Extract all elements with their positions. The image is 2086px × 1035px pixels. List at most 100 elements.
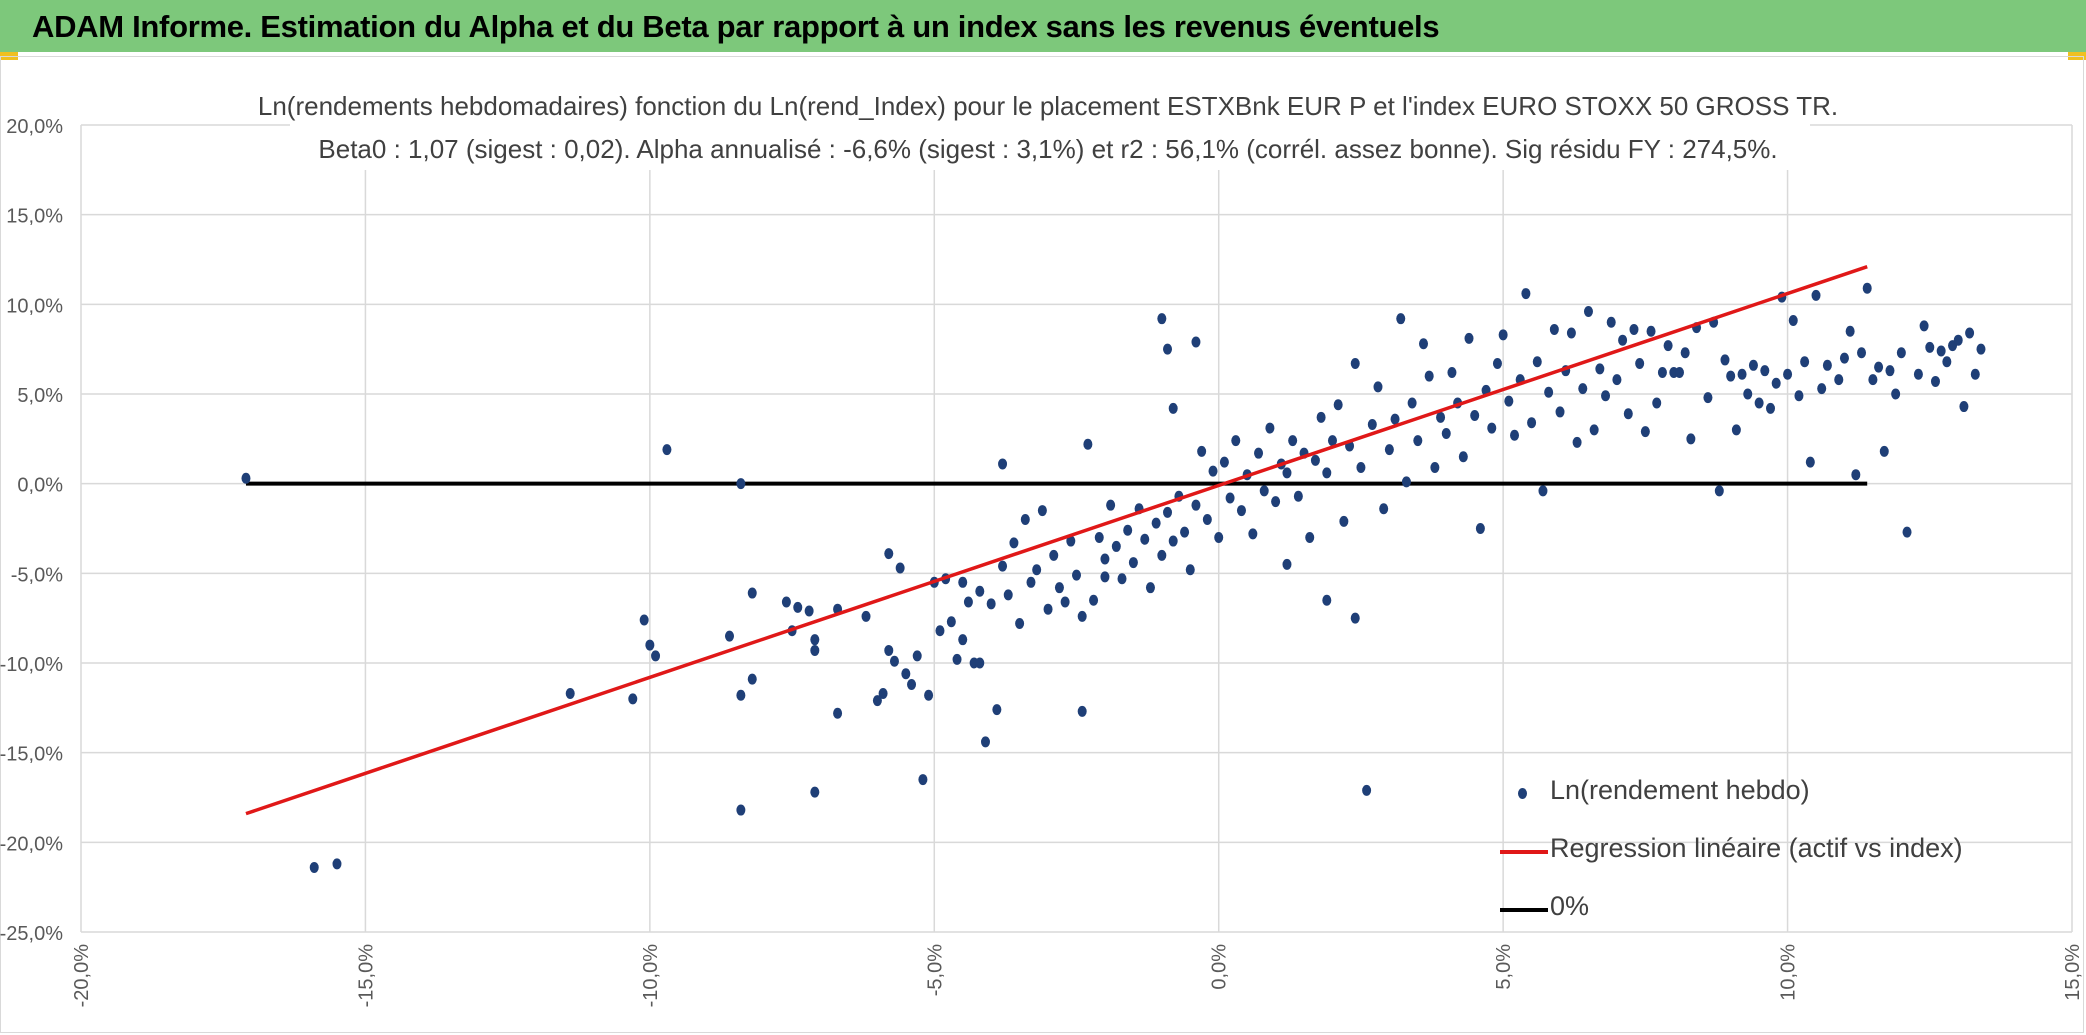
data-point [946,616,956,628]
data-point [1396,313,1406,325]
data-point [1498,329,1508,341]
data-point [1538,485,1548,497]
data-point [1942,356,1952,368]
data-point [1601,390,1611,402]
data-point [980,736,990,748]
data-point [639,614,649,626]
data-point [1236,505,1246,517]
data-point [724,630,734,642]
data-point [1401,476,1411,488]
report-title: ADAM Informe. Estimation du Alpha et du … [32,9,1440,44]
data-point [565,687,575,699]
data-point [1959,401,1969,413]
data-point [662,444,672,456]
data-point [1635,358,1645,370]
data-point [1629,323,1639,335]
data-point [1549,323,1559,335]
data-point [1191,499,1201,511]
chart-title: Ln(rendements hebdomadaires) fonction du… [258,91,1838,121]
data-point [1652,397,1662,409]
data-point [1783,368,1793,380]
data-point [1163,506,1173,518]
data-point [1504,395,1514,407]
x-tick-label: 15,0% [2062,944,2084,1001]
chart-subtitle: Beta0 : 1,07 (sigest : 0,02). Alpha annu… [318,134,1777,164]
data-point [1532,356,1542,368]
data-point [1379,503,1389,515]
data-point [986,598,996,610]
data-point [1527,417,1537,429]
data-point [1066,535,1076,547]
y-tick-label: 0,0% [17,475,63,497]
data-point [1731,424,1741,436]
data-point [952,653,962,665]
data-point [912,650,922,662]
data-point [1720,354,1730,366]
data-point [651,650,661,662]
data-point [901,668,911,680]
data-point [1390,413,1400,425]
data-point [1578,383,1588,395]
data-point [1447,366,1457,378]
data-point [1413,435,1423,447]
data-point [1663,340,1673,352]
data-point [1123,524,1133,536]
legend-label-points: Ln(rendement hebdo) [1550,775,1810,805]
data-point [1350,358,1360,370]
data-point [1492,358,1502,370]
data-point [1384,444,1394,456]
y-tick-label: -10,0% [0,654,63,676]
data-point [332,858,342,870]
chart-area [0,56,2084,1033]
y-tick-label: -25,0% [0,923,63,945]
data-point [1259,485,1269,497]
y-tick-label: -15,0% [0,744,63,766]
data-point [1436,411,1446,423]
data-point [1128,557,1138,569]
data-point [1100,571,1110,583]
data-point [1094,531,1104,543]
data-point [1936,345,1946,357]
data-point [1020,514,1030,526]
data-point [1714,485,1724,497]
data-point [1874,361,1884,373]
data-point [878,687,888,699]
data-point [1282,467,1292,479]
title-backdrop [290,80,1810,170]
data-point [1168,402,1178,414]
data-point [1367,418,1377,430]
data-point [1271,496,1281,508]
data-point [1902,526,1912,538]
data-point [1885,365,1895,377]
data-point [963,596,973,608]
data-point [1913,368,1923,380]
data-point [810,634,820,646]
data-point [1441,427,1451,439]
data-point [1487,422,1497,434]
data-point [1925,341,1935,353]
regression-series [245,265,1868,816]
x-tick-label: 10,0% [1778,944,1800,1001]
data-point [747,673,757,685]
data-point [1589,424,1599,436]
data-point [1930,375,1940,387]
data-point [1026,576,1036,588]
data-point [1419,338,1429,350]
data-point [1737,368,1747,380]
y-tick-label: 5,0% [17,385,63,407]
data-point [1606,316,1616,328]
data-point [1305,531,1315,543]
data-point [1163,343,1173,355]
data-point [1219,456,1229,468]
data-point [1566,327,1576,339]
data-point [736,478,746,490]
data-point [992,704,1002,716]
data-point [1077,705,1087,717]
data-point [309,861,319,873]
y-tick-label: 15,0% [6,206,63,228]
data-point [1976,343,1986,355]
data-point [958,634,968,646]
data-point [907,679,917,691]
data-point [918,774,928,786]
